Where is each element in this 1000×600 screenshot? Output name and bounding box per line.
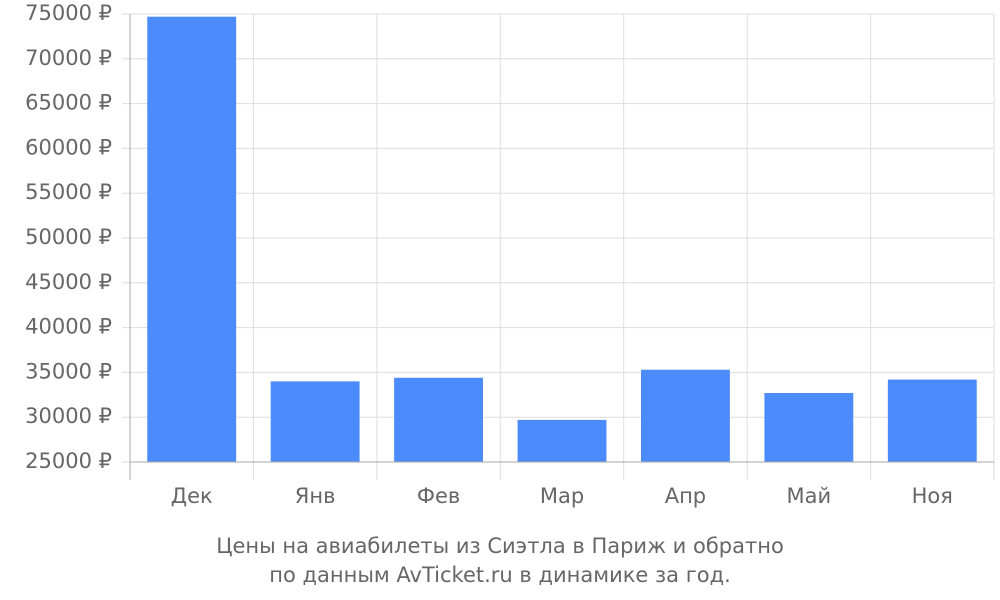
y-tick-label: 40000 ₽ xyxy=(25,315,112,339)
x-tick-label: Мар xyxy=(540,484,584,508)
bar xyxy=(640,369,730,462)
y-tick-label: 60000 ₽ xyxy=(25,135,112,159)
bar xyxy=(270,381,360,462)
y-tick-label: 65000 ₽ xyxy=(25,91,112,115)
x-tick-label: Янв xyxy=(295,484,336,508)
bar xyxy=(394,377,484,462)
y-tick-label: 70000 ₽ xyxy=(25,46,112,70)
x-tick-label: Фев xyxy=(417,484,460,508)
y-tick-label: 30000 ₽ xyxy=(25,404,112,428)
chart-subtitle: по данным AvTicket.ru в динамике за год. xyxy=(269,563,731,587)
bar xyxy=(887,379,977,462)
y-tick-label: 45000 ₽ xyxy=(25,270,112,294)
x-tick-label: Апр xyxy=(665,484,706,508)
bar xyxy=(147,16,237,463)
chart-title: Цены на авиабилеты из Сиэтла в Париж и о… xyxy=(216,534,784,558)
y-tick-label: 35000 ₽ xyxy=(25,359,112,383)
y-tick-label: 50000 ₽ xyxy=(25,225,112,249)
x-tick-label: Дек xyxy=(171,484,213,508)
y-tick-label: 25000 ₽ xyxy=(25,449,112,473)
x-tick-label: Май xyxy=(787,484,832,508)
x-tick-label: Ноя xyxy=(912,484,953,508)
bar xyxy=(517,419,607,462)
bar xyxy=(764,393,854,462)
y-tick-label: 55000 ₽ xyxy=(25,180,112,204)
y-tick-label: 75000 ₽ xyxy=(25,1,112,25)
